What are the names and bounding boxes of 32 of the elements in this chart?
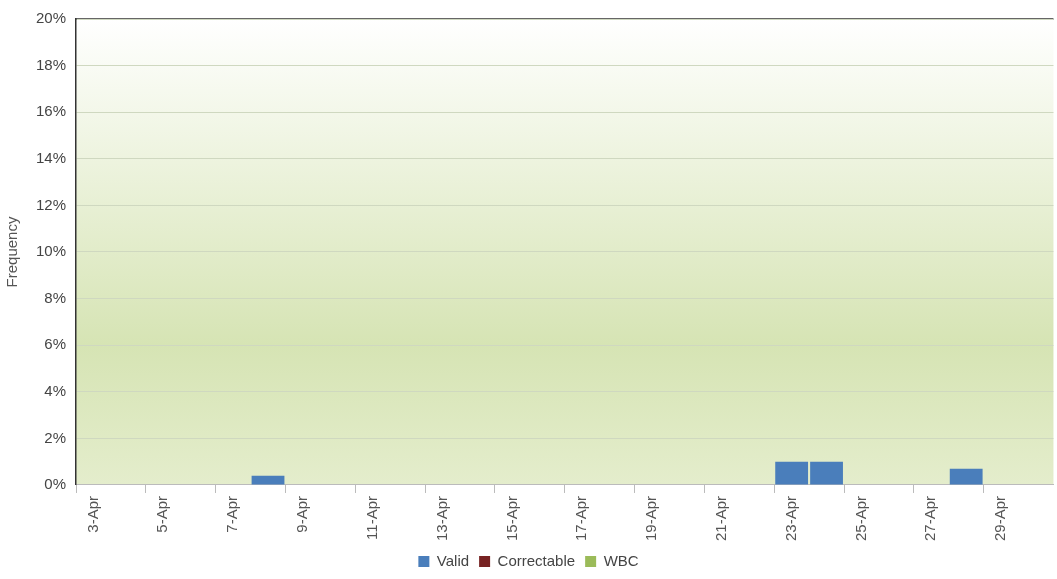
y-tick-label: 10% <box>35 242 67 260</box>
x-tick-label: 19-Apr <box>642 495 660 542</box>
y-tick-label: 18% <box>35 55 67 73</box>
x-tick-label: 3-Apr <box>83 495 101 533</box>
x-tick-label: 21-Apr <box>711 495 729 542</box>
y-tick-label: 0% <box>44 475 67 493</box>
x-tick-label: 5-Apr <box>153 495 171 533</box>
x-tick-label: 17-Apr <box>572 495 590 542</box>
legend-label: Valid <box>436 551 470 569</box>
x-tick-label: 9-Apr <box>293 495 311 533</box>
y-tick-label: 2% <box>44 428 67 446</box>
y-tick-label: 16% <box>35 102 67 120</box>
legend-label: WBC <box>603 551 639 569</box>
bar <box>775 461 809 485</box>
x-tick-label: 23-Apr <box>781 495 799 542</box>
legend-label: Correctable <box>497 551 576 569</box>
y-tick-label: 14% <box>35 148 67 166</box>
x-tick-label: 27-Apr <box>921 495 939 542</box>
x-tick-label: 15-Apr <box>502 495 520 542</box>
y-tick-label: 8% <box>44 288 67 306</box>
x-tick-label: 13-Apr <box>432 495 450 542</box>
y-axis-title: Frequency <box>3 216 21 288</box>
y-tick-label: 4% <box>44 381 67 399</box>
y-tick-label: 12% <box>35 195 67 213</box>
bar <box>949 468 983 485</box>
y-tick-label: 6% <box>44 335 67 353</box>
x-tick-label: 11-Apr <box>362 495 380 540</box>
x-tick-label: 25-Apr <box>851 495 869 542</box>
x-tick-label: 29-Apr <box>991 495 1009 542</box>
bar <box>810 461 843 485</box>
x-tick-label: 7-Apr <box>223 495 241 533</box>
y-tick-label: 20% <box>35 9 67 27</box>
